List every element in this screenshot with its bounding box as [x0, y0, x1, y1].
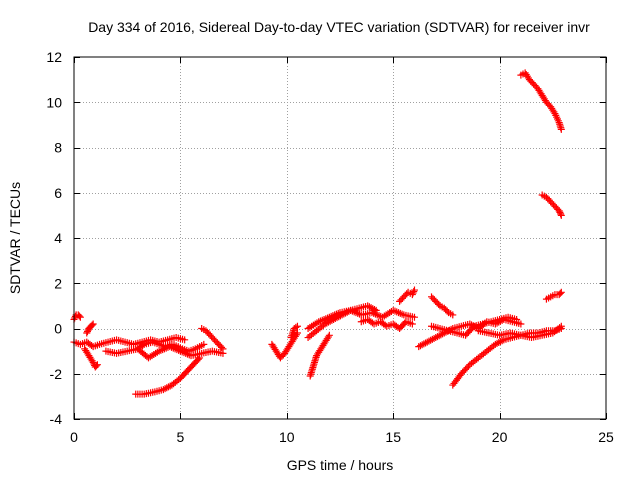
series-arc-21 [517, 69, 565, 133]
axis-ticks [74, 57, 607, 420]
data-point [556, 289, 564, 297]
series-arc-2 [70, 311, 84, 323]
series-arc-4 [83, 320, 97, 337]
x-tick-labels: 0 5 10 15 20 25 [70, 429, 614, 445]
data-point [557, 211, 565, 219]
series-arc-7 [132, 354, 204, 398]
data-point [200, 340, 208, 348]
data-point [293, 329, 301, 337]
data-point [408, 320, 416, 328]
series-arc-14 [357, 315, 416, 332]
y-axis-label: SDTVAR / TECUs [7, 182, 23, 294]
y-tick-label: 4 [54, 230, 62, 246]
data-point [324, 333, 332, 341]
x-tick-label: 5 [177, 429, 185, 445]
data-point [513, 315, 521, 323]
data-point [469, 324, 477, 332]
series-arc-18 [428, 293, 457, 319]
data-point [83, 328, 91, 336]
data-point [89, 358, 97, 366]
y-tick-label: 0 [54, 321, 62, 337]
data-point [88, 321, 96, 329]
x-tick-label: 15 [385, 429, 401, 445]
y-tick-label: 10 [46, 94, 62, 110]
data-point [556, 324, 564, 332]
data-point [181, 336, 189, 344]
data-point [410, 286, 418, 294]
x-tick-label: 25 [598, 429, 614, 445]
y-tick-labels: -4 -2 0 2 4 6 8 10 12 [46, 49, 62, 427]
series-arc-8 [198, 325, 227, 353]
data-point [410, 288, 418, 296]
data-point [372, 306, 380, 314]
data-point [409, 289, 417, 297]
data-points [70, 69, 565, 398]
data-point [218, 343, 226, 351]
x-axis-label: GPS time / hours [287, 457, 394, 473]
series-arc-15 [396, 286, 418, 305]
data-point [556, 208, 564, 216]
data-point [75, 312, 83, 320]
data-point [517, 320, 525, 328]
data-point [345, 307, 353, 315]
data-point [443, 307, 451, 315]
data-point [93, 361, 101, 369]
data-point [139, 341, 147, 349]
data-point [292, 323, 300, 331]
data-point [83, 329, 91, 337]
data-point [71, 314, 79, 322]
x-tick-label: 20 [492, 429, 508, 445]
plot-frame [73, 56, 607, 420]
x-tick-label: 10 [279, 429, 295, 445]
data-point [194, 355, 202, 363]
series-arc-22 [538, 191, 565, 219]
series-arc-9 [268, 329, 301, 362]
y-tick-label: -2 [50, 366, 63, 382]
y-tick-label: 6 [54, 185, 62, 201]
data-point [498, 337, 506, 345]
grid [74, 57, 606, 419]
data-point [557, 210, 565, 218]
y-tick-label: -4 [50, 411, 63, 427]
data-point [550, 108, 558, 116]
data-point [325, 331, 333, 339]
chart-title: Day 334 of 2016, Sidereal Day-to-day VTE… [88, 19, 590, 35]
data-point [76, 313, 84, 321]
series-arc-20 [474, 322, 565, 342]
data-point [219, 345, 227, 353]
data-point [92, 362, 100, 370]
y-tick-label: 8 [54, 140, 62, 156]
series-arc-17 [428, 313, 521, 339]
data-point [196, 354, 204, 362]
y-tick-label: 12 [46, 49, 62, 65]
y-tick-label: 2 [54, 275, 62, 291]
data-point [557, 322, 565, 330]
data-point [370, 305, 378, 313]
data-point [89, 320, 97, 328]
data-point [410, 313, 418, 321]
series-arc-11 [306, 331, 333, 380]
series-arc-6 [134, 338, 208, 355]
data-point [449, 311, 457, 319]
data-point [408, 291, 416, 299]
data-point [557, 288, 565, 296]
series-arc-3 [81, 345, 101, 371]
series-arc-10 [287, 322, 301, 342]
data-point [293, 322, 301, 330]
data-point [557, 125, 565, 133]
x-tick-label: 0 [70, 429, 78, 445]
data-point [555, 207, 563, 215]
series-arc-23 [542, 288, 565, 303]
data-point [435, 300, 443, 308]
series-arc-13 [304, 302, 380, 342]
